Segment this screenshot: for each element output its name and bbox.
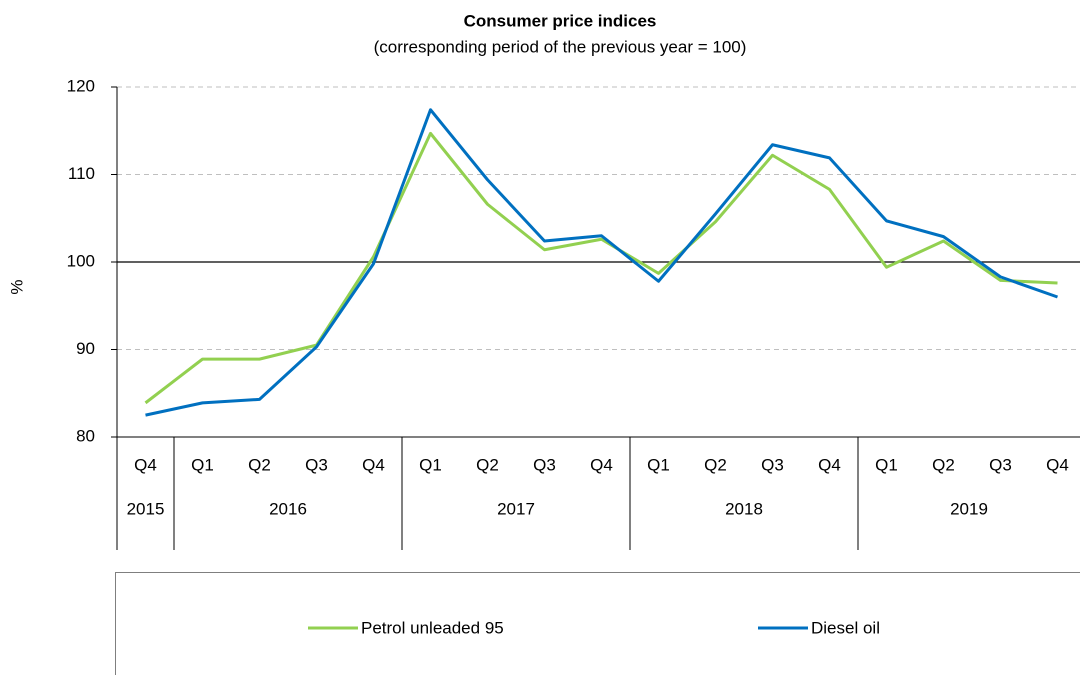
y-tick-label: 80 (76, 426, 95, 445)
chart-subtitle: (corresponding period of the previous ye… (374, 37, 747, 56)
x-tick-label: Q4 (590, 455, 613, 474)
x-tick-label: Q1 (875, 455, 898, 474)
x-group-label: 2016 (269, 499, 307, 518)
x-tick-label: Q3 (305, 455, 328, 474)
series-line (145, 108, 1058, 417)
x-tick-label: Q2 (248, 455, 271, 474)
x-tick-label: Q4 (134, 455, 157, 474)
legend-box (115, 572, 1080, 675)
x-tick-label: Q2 (932, 455, 955, 474)
y-tick-label: 90 (76, 339, 95, 358)
y-tick-label: 100 (67, 251, 95, 270)
y-axis-label: % (7, 279, 26, 294)
x-tick-label: Q4 (1046, 455, 1069, 474)
x-group-label: 2019 (950, 499, 988, 518)
chart-title: Consumer price indices (464, 11, 657, 30)
x-tick-label: Q4 (362, 455, 385, 474)
x-tick-label: Q3 (761, 455, 784, 474)
x-group-label: 2018 (725, 499, 763, 518)
x-tick-label: Q3 (533, 455, 556, 474)
x-tick-label: Q2 (476, 455, 499, 474)
y-tick-label: 120 (67, 76, 95, 95)
legend-label: Diesel oil (811, 618, 880, 637)
x-tick-label: Q1 (191, 455, 214, 474)
x-tick-label: Q2 (704, 455, 727, 474)
x-tick-label: Q3 (989, 455, 1012, 474)
legend-label: Petrol unleaded 95 (361, 618, 504, 637)
series-line (144, 131, 1058, 405)
x-tick-label: Q1 (647, 455, 670, 474)
x-tick-label: Q1 (419, 455, 442, 474)
x-group-label: 2015 (127, 499, 165, 518)
y-tick-label: 110 (68, 164, 95, 183)
x-group-label: 2017 (497, 499, 535, 518)
x-tick-label: Q4 (818, 455, 841, 474)
